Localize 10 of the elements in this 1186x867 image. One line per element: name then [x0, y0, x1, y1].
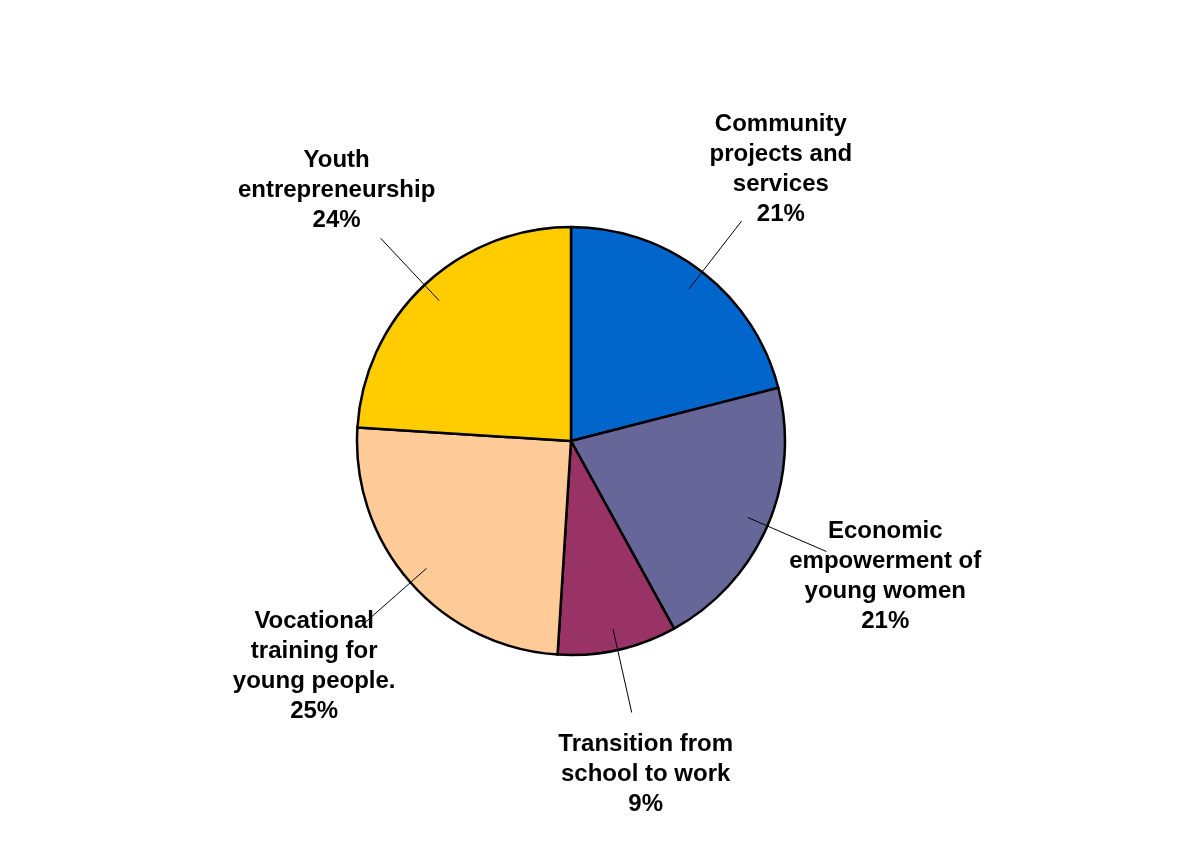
- slice-label: Community projects and services: [709, 109, 853, 197]
- data-label: 21%: [756, 199, 805, 227]
- data-label: 21%: [861, 606, 910, 634]
- slice-label: Economic empowerment of young women: [789, 516, 983, 604]
- data-label: 9%: [628, 789, 664, 817]
- slice-label: Vocational training for young people.: [232, 606, 396, 694]
- slice-label: Transition from school to work: [558, 729, 734, 787]
- data-label: 24%: [312, 205, 361, 233]
- slice-label: Youth entrepreneurship: [237, 145, 436, 203]
- data-label: 25%: [290, 696, 339, 724]
